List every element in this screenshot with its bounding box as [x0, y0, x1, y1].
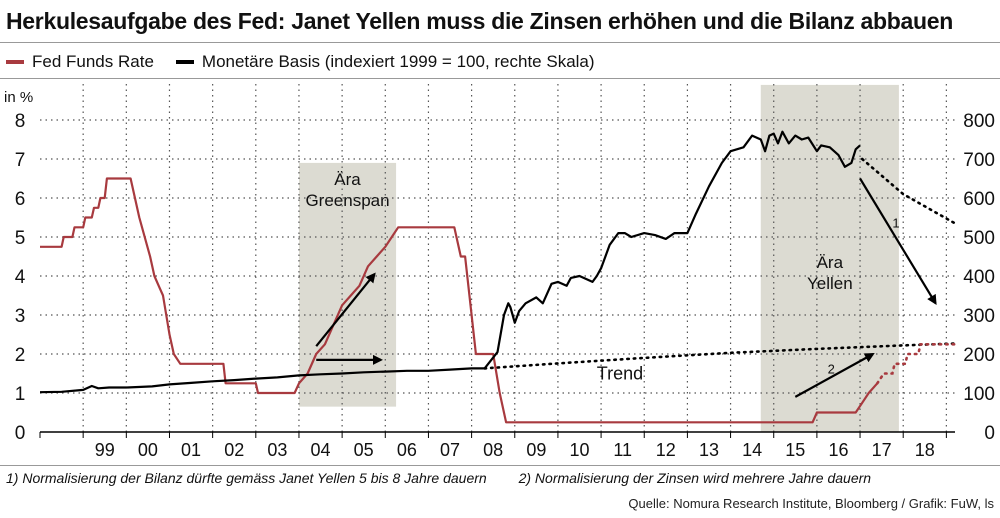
- left-tick-label: 3: [15, 306, 26, 327]
- left-tick-label: 8: [15, 111, 26, 132]
- legend-swatch-monetary-base: [175, 60, 194, 64]
- legend-item-monetary-base: Monetäre Basis (indexiert 1999 = 100, re…: [175, 52, 595, 72]
- legend-item-fed-funds: Fed Funds Rate: [6, 52, 154, 72]
- shaded-period-2: [760, 84, 899, 433]
- shaded-period-label-1b: Greenspan: [305, 191, 389, 210]
- right-tick-label: 800: [963, 111, 995, 132]
- left-tick-label: 4: [15, 267, 26, 288]
- arrow-yellen-balance: [859, 177, 937, 306]
- grid: [40, 84, 955, 432]
- right-tick-label: 300: [963, 306, 995, 327]
- legend-label-monetary-base: Monetäre Basis (indexiert 1999 = 100, re…: [201, 52, 595, 71]
- right-tick-label: 200: [963, 345, 995, 366]
- projection-line-2: [483, 342, 957, 370]
- x-tick-label: 99: [95, 440, 115, 460]
- left-tick-label: 5: [15, 228, 26, 249]
- right-tick-label: 700: [963, 150, 995, 171]
- x-tick-label: 10: [569, 440, 589, 460]
- left-tick-label: 1: [15, 384, 26, 405]
- x-tick-label: 04: [311, 440, 331, 460]
- x-tick-label: 15: [785, 440, 805, 460]
- x-tick-label: 06: [397, 440, 417, 460]
- arrow-yellen-rates: [794, 353, 875, 398]
- legend: Fed Funds Rate Monetäre Basis (indexiert…: [6, 52, 617, 72]
- x-tick-label: 16: [828, 440, 848, 460]
- fed-funds-line: [40, 177, 879, 424]
- x-tick-label: 14: [742, 440, 762, 460]
- x-tick-label: 13: [699, 440, 719, 460]
- left-tick-label: 0: [15, 423, 26, 444]
- legend-label-fed-funds: Fed Funds Rate: [32, 52, 154, 71]
- footnote-2: 2) Normalisierung der Zinsen wird mehrer…: [518, 470, 872, 486]
- right-tick-label: 500: [963, 228, 995, 249]
- notes-divider: [0, 465, 1000, 466]
- x-tick-label: 01: [181, 440, 201, 460]
- left-axis-unit: in %: [4, 89, 33, 106]
- left-tick-label: 7: [15, 150, 26, 171]
- x-tick-label: 03: [267, 440, 287, 460]
- title-divider: [0, 42, 1000, 43]
- right-tick-label: 100: [963, 384, 995, 405]
- source-credit: Quelle: Nomura Research Institute, Bloom…: [628, 496, 994, 511]
- x-tick-label: 17: [872, 440, 892, 460]
- annotations: Trend 1 2: [315, 177, 937, 398]
- trend-label: Trend: [597, 363, 643, 383]
- x-tick-label: 07: [440, 440, 460, 460]
- arrow-greenspan-diagonal: [315, 272, 376, 347]
- x-tick-label: 00: [138, 440, 158, 460]
- arrow-label-2: 2: [828, 362, 835, 377]
- legend-divider: [0, 78, 1000, 79]
- projection-line-3: [876, 343, 957, 385]
- x-tick-label: 05: [354, 440, 374, 460]
- shaded-period-label-2b: Yellen: [807, 274, 853, 293]
- series: [39, 130, 957, 424]
- shaded-period-label-2a: Ära: [817, 253, 844, 272]
- footnotes: 1) Normalisierung der Bilanz dürfte gemä…: [6, 470, 899, 486]
- axes: 99 00 01 02 03 04 05 06 07 08 09 10 11 12 13 14 15 16 17 18…: [4, 89, 995, 460]
- left-tick-label: 6: [15, 189, 26, 210]
- shaded-period-1: [298, 162, 397, 407]
- right-tick-label: 0: [984, 423, 995, 444]
- x-tick-label: 11: [613, 440, 632, 460]
- monetary-base-line: [39, 130, 861, 394]
- footnote-1: 1) Normalisierung der Bilanz dürfte gemä…: [6, 470, 487, 486]
- x-tick-label: 09: [526, 440, 546, 460]
- right-tick-label: 400: [963, 267, 995, 288]
- projection-line-1: [860, 157, 957, 225]
- shaded-periods: Ära Greenspan Ära Yellen: [298, 84, 899, 433]
- x-tick-label: 12: [656, 440, 676, 460]
- x-tick-label: 18: [915, 440, 935, 460]
- left-tick-label: 2: [15, 345, 26, 366]
- chart-title: Herkulesaufgabe des Fed: Janet Yellen mu…: [6, 8, 954, 34]
- shaded-period-label-1a: Ära: [334, 170, 361, 189]
- x-tick-label: 08: [483, 440, 503, 460]
- legend-swatch-fed-funds: [6, 60, 24, 64]
- arrow-label-1: 1: [892, 215, 899, 230]
- right-tick-label: 600: [963, 189, 995, 210]
- x-tick-label: 02: [224, 440, 244, 460]
